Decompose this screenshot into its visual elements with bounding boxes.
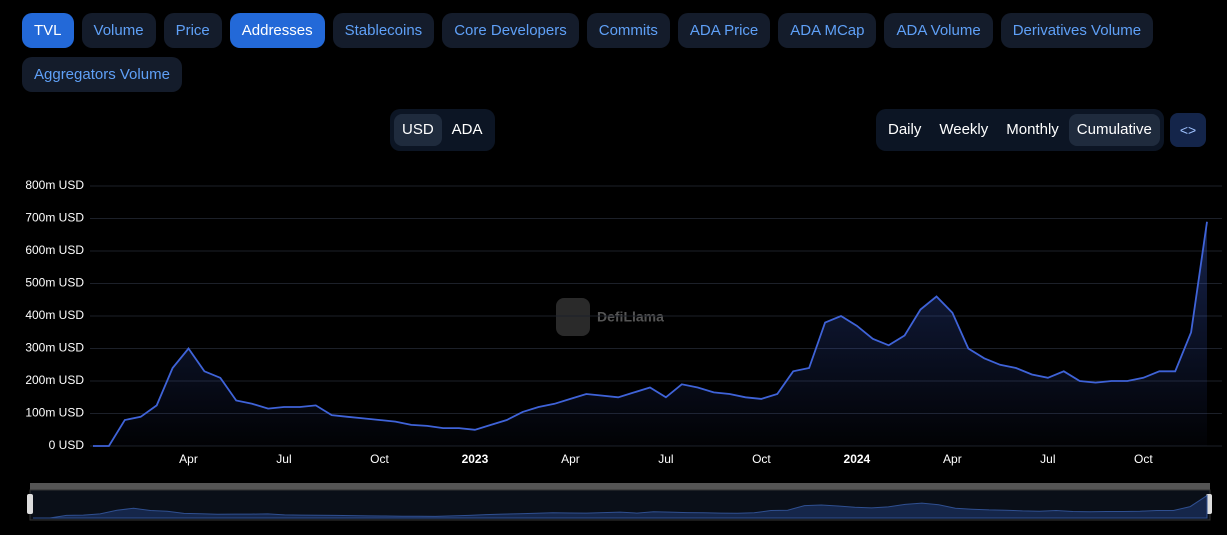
y-tick-label: 200m USD [25,373,84,387]
currency-option[interactable]: USD [394,114,442,146]
period-option[interactable]: Weekly [939,121,989,138]
y-tick-label: 500m USD [25,276,84,290]
brush-handle-bar[interactable] [30,483,1210,490]
tab[interactable]: ADA MCap [778,13,877,48]
x-tick-label: Jul [1040,452,1055,466]
x-tick-label: 2023 [462,452,489,466]
watermark: DefiLlama [556,298,664,336]
minimap-line [33,494,1208,519]
currency-option[interactable]: ADA [451,121,483,138]
y-tick-label: 100m USD [25,406,84,420]
y-tick-label: 600m USD [25,243,84,257]
x-tick-label: Jul [658,452,673,466]
x-tick-label: Apr [561,452,580,466]
chart: DefiLlama 0 USD 100m USD 200m USD 300m USD 4… [25,178,1222,521]
y-tick-label: 800m USD [25,178,84,192]
embed-button[interactable]: <> [1170,113,1206,147]
watermark-text: DefiLlama [597,309,664,325]
tab[interactable]: TVL [22,13,74,48]
tab[interactable]: Stablecoins [332,13,435,48]
tab[interactable]: Price [163,13,222,48]
brush-left[interactable] [27,494,33,514]
period-option[interactable]: Cumulative [1068,114,1160,146]
tab[interactable]: Commits [586,13,670,48]
period-option[interactable]: Monthly [1006,121,1059,138]
x-tick-label: Apr [943,452,962,466]
tab[interactable]: ADA Price [677,13,771,48]
y-tick-label: 700m USD [25,211,84,225]
tab[interactable]: Aggregators Volume [22,57,182,92]
x-tick-label: Oct [1134,452,1153,466]
tab[interactable]: Core Developers [442,13,579,48]
x-tick-label: 2024 [844,452,871,466]
area [93,221,1207,446]
tab[interactable]: ADA Volume [884,13,993,48]
y-tick-label: 0 USD [49,438,85,452]
tab[interactable]: Volume [81,13,156,48]
tab-bar: TVL Volume Price Addresses Stablecoins Core D… [22,13,1202,92]
currency-toggle: USD ADA [390,109,495,151]
x-tick-label: Oct [370,452,389,466]
y-tick-label: 300m USD [25,341,84,355]
x-tick-label: Oct [752,452,771,466]
tab[interactable]: Addresses [229,13,325,48]
period-option[interactable]: Daily [888,121,922,138]
tab[interactable]: Derivatives Volume [1000,13,1154,48]
period-toggle: Daily Weekly Monthly Cumulative [876,109,1164,151]
x-tick-label: Jul [276,452,291,466]
line [93,221,1208,447]
y-tick-label: 400m USD [25,308,84,322]
x-tick-label: Apr [179,452,198,466]
